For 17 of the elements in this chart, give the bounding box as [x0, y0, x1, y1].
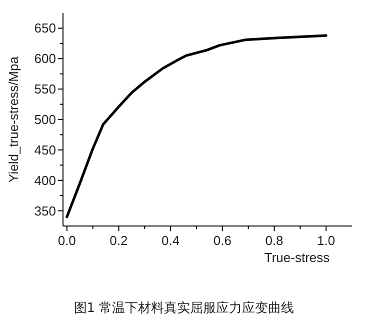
- caption: 图1 常温下材料真实屈服应力应变曲线: [74, 300, 294, 316]
- y-tick-label: 650: [34, 20, 56, 36]
- y-tick-label: 400: [34, 172, 56, 188]
- x-tick-label: 0.4: [162, 233, 180, 248]
- x-axis-title: True-stress: [264, 250, 330, 265]
- y-tick-label: 350: [34, 203, 56, 218]
- y-axis-title: Yield_true-stress/Mpa: [6, 56, 21, 182]
- y-tick-label: 600: [34, 51, 56, 66]
- y-tick-label: 500: [34, 112, 56, 127]
- x-tick-label: 0.2: [110, 233, 128, 248]
- x-tick-label: 0.6: [213, 233, 232, 248]
- y-tick-label: 550: [34, 82, 56, 97]
- y-tick-label: 450: [34, 142, 56, 158]
- x-tick-label: 0.0: [58, 233, 76, 248]
- line-series: [66, 34, 328, 218]
- x-tick-label: 1.0: [317, 233, 336, 248]
- x-tick-label: 0.8: [265, 233, 284, 248]
